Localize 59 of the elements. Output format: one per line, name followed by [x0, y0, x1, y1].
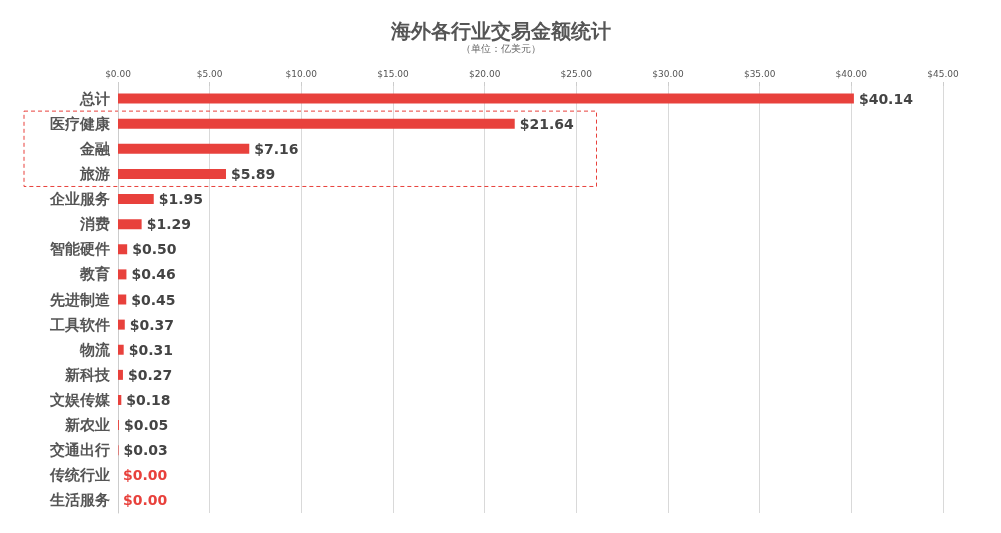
data-label: $0.00	[123, 492, 168, 509]
y-tick-label: 智能硬件	[49, 240, 110, 259]
x-tick-label: $20.00	[468, 68, 501, 79]
data-label: $1.95	[158, 191, 204, 208]
y-tick-label: 新农业	[64, 416, 110, 435]
x-tick-label: $40.00	[835, 68, 868, 79]
data-label: $0.46	[131, 266, 176, 283]
x-tick-label: $0.00	[105, 68, 132, 79]
data-label: $40.14	[858, 90, 914, 107]
data-label: $0.18	[126, 391, 171, 408]
y-tick-label: 先进制造	[49, 290, 111, 309]
y-tick-label: 消费	[79, 215, 110, 234]
bar	[118, 269, 127, 280]
y-tick-label: 金融	[79, 139, 111, 158]
data-label: $7.16	[254, 140, 299, 157]
bar	[118, 244, 128, 255]
y-tick-label: 文娱传媒	[49, 390, 111, 409]
x-tick-label: $45.00	[927, 68, 960, 79]
bar	[118, 319, 125, 330]
x-tick-label: $30.00	[652, 68, 685, 79]
bar	[118, 219, 142, 230]
bar	[118, 344, 124, 355]
y-tick-label: 生活服务	[49, 491, 110, 510]
data-label: $21.64	[519, 115, 575, 132]
data-label: $0.03	[123, 442, 168, 459]
y-tick-label: 工具软件	[49, 315, 110, 334]
y-tick-label: 总计	[79, 89, 110, 108]
x-tick-label: $10.00	[285, 68, 318, 79]
data-label: $1.29	[146, 216, 191, 233]
bar	[118, 93, 854, 104]
chart-subtitle: （单位：亿美元）	[460, 42, 541, 54]
y-tick-label: 企业服务	[49, 190, 110, 209]
data-label: $0.00	[123, 467, 168, 484]
y-tick-label: 交通出行	[49, 441, 110, 460]
x-tick-label: $35.00	[743, 68, 776, 79]
x-tick-label: $25.00	[560, 68, 593, 79]
data-label: $0.45	[131, 291, 176, 308]
bar	[118, 394, 122, 405]
y-tick-label: 传统行业	[49, 466, 110, 485]
data-label: $0.27	[127, 366, 173, 383]
chart-title: 海外各行业交易金额统计	[389, 19, 611, 43]
y-tick-label: 新科技	[64, 365, 111, 384]
y-tick-label: 教育	[79, 265, 110, 284]
x-tick-label: $15.00	[377, 68, 410, 79]
y-tick-label: 物流	[79, 340, 111, 359]
data-label: $5.89	[230, 165, 276, 182]
data-label: $0.50	[132, 241, 177, 258]
y-tick-label: 医疗健康	[50, 114, 111, 133]
data-label: $0.37	[129, 316, 175, 333]
data-label: $0.31	[128, 341, 173, 358]
bar	[118, 294, 127, 305]
bar	[118, 369, 123, 380]
bar	[118, 168, 226, 179]
bar	[118, 118, 515, 129]
y-tick-label: 旅游	[79, 164, 110, 183]
bar	[118, 143, 250, 154]
data-label: $0.05	[123, 417, 169, 434]
x-tick-label: $5.00	[196, 68, 223, 79]
bar	[118, 194, 154, 205]
